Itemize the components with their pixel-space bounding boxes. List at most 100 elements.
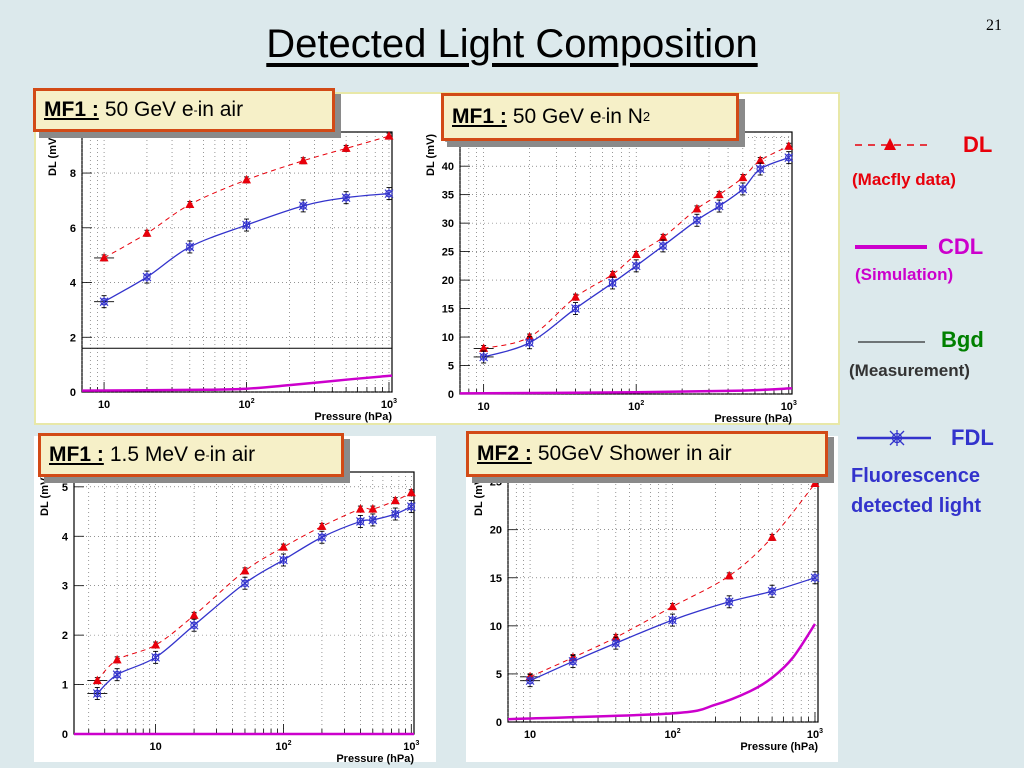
y-axis-label: DL (mV): [39, 474, 51, 516]
x-tick-label: 102: [628, 400, 644, 413]
series-fdl: [94, 187, 394, 309]
fdl-point: [525, 336, 534, 350]
x-tick-label: 103: [403, 740, 419, 753]
panel-label-3: MF1 : 1.5 MeV e- in air: [38, 433, 344, 477]
fdl-point: [368, 513, 378, 527]
legend-swatches: [855, 138, 933, 446]
fdl-point: [658, 239, 668, 253]
dl-point: [151, 640, 161, 649]
dl-point: [368, 504, 378, 513]
y-tick-label: 20: [442, 275, 454, 287]
plot-frame: [73, 471, 415, 735]
y-tick-label: 3: [62, 581, 68, 593]
series-fdl: [520, 571, 820, 688]
dl-point: [631, 249, 641, 258]
fdl-point: [810, 571, 820, 585]
x-axis-label: Pressure (hPa): [740, 741, 818, 753]
dl-point: [298, 155, 308, 165]
panel-label-id: MF1 :: [452, 105, 507, 128]
panel-label-desc: 50 GeV e: [104, 98, 194, 121]
y-tick-label: 0: [496, 717, 502, 729]
panel-label-tail: in air: [197, 98, 244, 121]
legend-fdl-sub2: detected light: [851, 495, 982, 517]
dl-point: [185, 199, 195, 209]
cdl-line: [81, 374, 393, 392]
fdl-point: [784, 151, 794, 165]
plot-frame: [81, 131, 393, 393]
y-tick-label: 0: [70, 387, 76, 399]
y-tick-label: 8: [70, 168, 76, 180]
dl-point: [355, 504, 365, 513]
legend-cdl-label: CDL: [938, 234, 984, 259]
dl-point: [240, 565, 250, 575]
y-tick-label: 25: [442, 247, 454, 259]
dl-point: [87, 675, 108, 685]
series-fdl: [473, 151, 794, 364]
y-tick-label: 4: [62, 531, 69, 543]
plot-mf1-n2: 05101520253035404510102103Pressure (hPa)…: [425, 131, 797, 425]
y-axis-label: DL (mV): [473, 474, 485, 516]
fdl-point: [692, 213, 702, 227]
dl-point: [692, 203, 702, 213]
fdl-point: [185, 240, 195, 254]
x-axis-label: Pressure (hPa): [336, 753, 414, 765]
slide-number: 21: [986, 17, 1002, 34]
fdl-point: [755, 162, 765, 176]
series-cdl: [507, 623, 817, 721]
fdl-point: [738, 182, 748, 196]
legend: DL (Macfly data) CDL (Simulation) Bgd (M…: [845, 120, 1020, 540]
fdl-point: [87, 687, 108, 700]
fdl-point: [298, 199, 308, 213]
y-tick-label: 15: [442, 304, 454, 316]
dl-point: [724, 570, 734, 580]
legend-bgd-sub: (Measurement): [849, 361, 970, 380]
dl-point: [278, 542, 288, 551]
plot-frame: [507, 471, 819, 723]
dl-point: [406, 487, 416, 497]
y-tick-label: 0: [448, 389, 454, 401]
fdl-point: [94, 295, 115, 309]
fdl-point: [611, 636, 621, 650]
dl-point: [142, 228, 152, 237]
panel-label-1: MF1 : 50 GeV e- in air: [33, 88, 335, 132]
y-axis-label: DL (mV): [425, 134, 437, 176]
dl-point: [112, 654, 122, 664]
fdl-point: [631, 259, 641, 273]
panel-label-desc: 1.5 MeV e: [109, 443, 206, 466]
x-tick-label: 103: [781, 400, 797, 413]
legend-bgd-label: Bgd: [941, 327, 984, 352]
y-tick-label: 10: [442, 332, 454, 344]
dl-point: [784, 141, 794, 150]
fdl-point: [142, 270, 152, 284]
panel-label-4: MF2 : 50GeV Shower in air: [466, 431, 828, 477]
y-tick-label: 15: [490, 573, 502, 585]
fdl-point: [317, 530, 327, 544]
cdl-line: [507, 623, 817, 721]
dl-point: [810, 478, 820, 488]
dl-curve: [96, 492, 412, 681]
x-tick-label: 103: [381, 398, 397, 411]
legend-cdl-sub: (Simulation): [855, 265, 954, 284]
y-axis-label: DL (mV): [47, 134, 59, 176]
legend-fdl-sub1: Fluorescence: [851, 465, 980, 487]
dl-point: [570, 292, 580, 301]
y-tick-label: 5: [496, 669, 502, 681]
legend-dl-label: DL: [963, 132, 993, 157]
fdl-point: [668, 613, 677, 627]
legend-fdl-marker: [889, 430, 905, 446]
fdl-point: [279, 553, 288, 567]
fdl-point: [767, 584, 777, 598]
fdl-point: [714, 199, 724, 213]
x-tick-label: 10: [98, 399, 110, 411]
y-tick-label: 6: [70, 223, 76, 235]
x-tick-label: 10: [524, 729, 536, 741]
fdl-point: [571, 302, 580, 316]
fdl-point: [406, 500, 416, 514]
legend-dl-marker: [884, 138, 896, 150]
series-dl: [87, 487, 416, 685]
y-tick-label: 30: [442, 218, 454, 230]
cdl-line: [459, 387, 793, 395]
dl-point: [390, 495, 400, 505]
